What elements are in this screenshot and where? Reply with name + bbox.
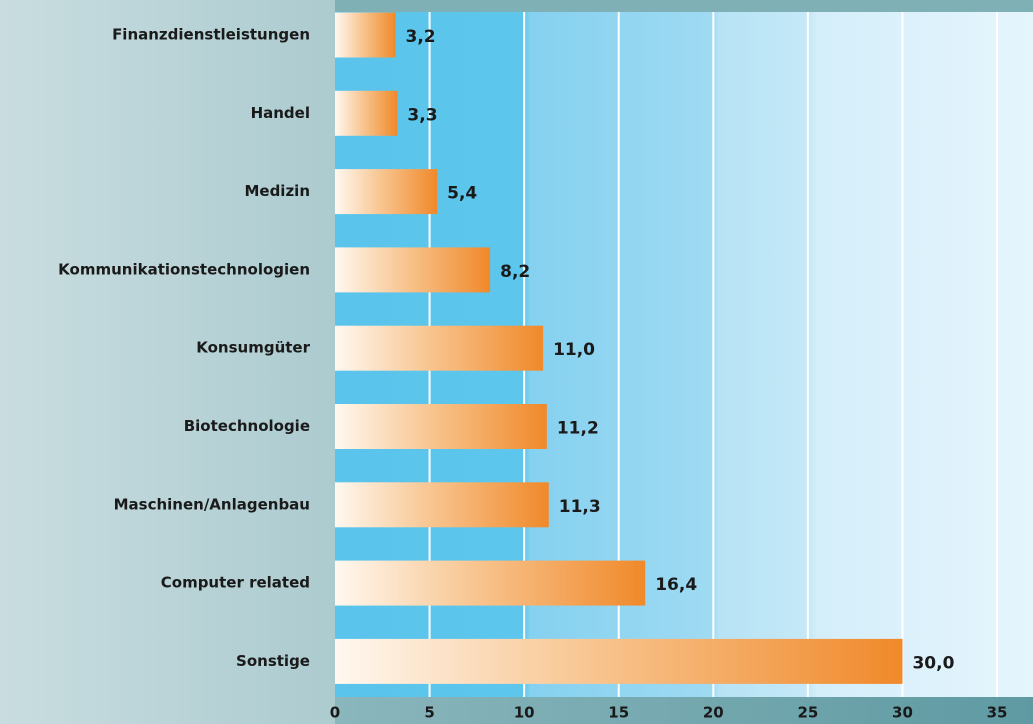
bar [335,638,903,684]
bar [335,90,398,136]
bar [335,404,547,449]
x-tick-label: 5 [424,704,434,722]
y-tick-label: Maschinen/Anlagenbau [114,495,310,513]
bar [335,169,438,215]
x-tick-label: 20 [703,704,724,722]
y-tick-label: Konsumgüter [196,339,310,357]
x-tick-label: 10 [514,704,535,722]
y-tick-label: Finanzdienstleistungen [112,26,310,44]
data-label: 11,3 [559,497,601,517]
axis-strip [335,697,1033,724]
bar [335,12,396,58]
data-label: 5,4 [447,184,477,204]
data-label: 8,2 [500,262,530,282]
y-tick-label: Kommunikationstechnologien [58,260,310,278]
data-label: 11,2 [557,419,599,439]
x-tick-label: 0 [330,704,340,722]
data-label: 3,3 [407,105,437,125]
y-tick-label: Medizin [244,182,310,200]
y-tick-label: Sonstige [236,652,310,670]
data-label: 3,2 [406,27,436,47]
x-tick-label: 30 [892,704,913,722]
data-label: 11,0 [553,340,595,360]
y-tick-label: Computer related [161,574,310,592]
x-tick-label: 15 [608,704,629,722]
x-tick-label: 25 [797,704,818,722]
data-label: 30,0 [912,653,954,673]
data-label: 16,4 [655,575,697,595]
bar [335,325,544,371]
bar [335,247,491,293]
bar [335,560,646,606]
y-tick-label: Handel [251,104,310,122]
x-tick-label: 35 [987,704,1008,722]
top-strip [335,0,1033,12]
y-tick-label: Biotechnologie [184,417,310,435]
bar [335,482,549,528]
